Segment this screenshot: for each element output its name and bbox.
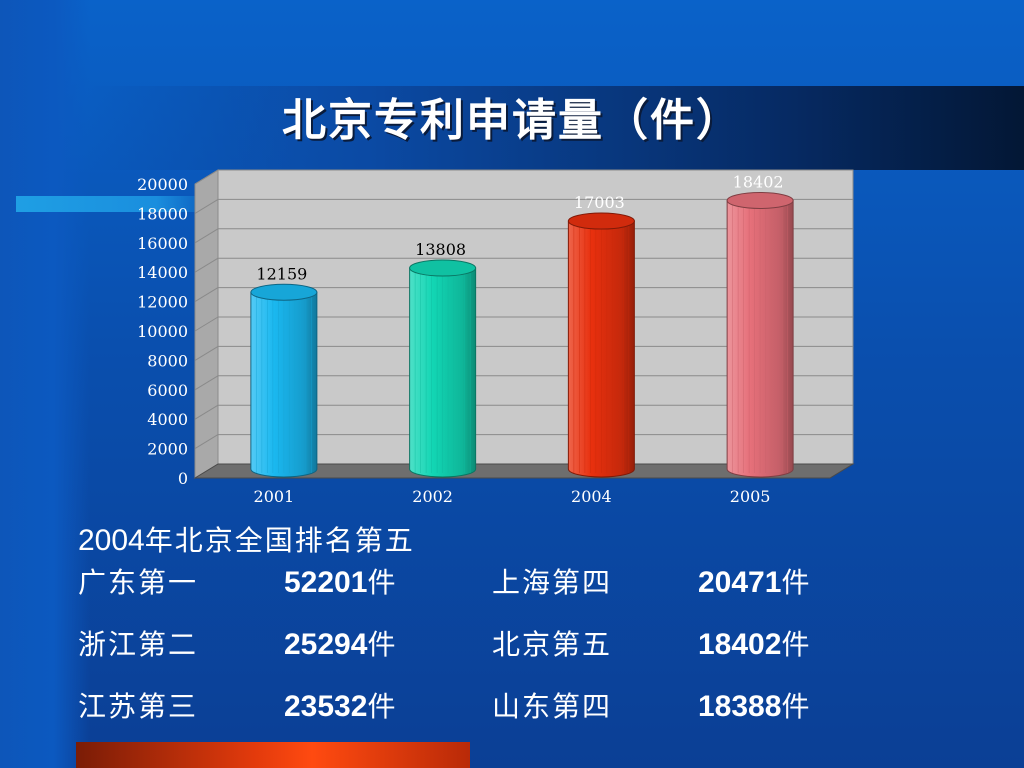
gridline-side	[194, 434, 219, 450]
rank-row-2-right-name: 北京第五	[492, 628, 613, 661]
ranking-heading-text: 年北京全国排名第五	[144, 524, 415, 557]
data-label: 13808	[415, 240, 466, 259]
gridline-side	[194, 198, 219, 214]
rank-row-1-right-name: 上海第四	[492, 566, 613, 599]
rank-row-1-left-name: 广东第一	[78, 566, 199, 599]
y-tick-label: 10000	[137, 322, 188, 341]
data-label: 18402	[733, 172, 784, 191]
rank-row-2-left-name: 浙江第二	[78, 628, 199, 661]
rank-row-3-left-value: 23532件	[284, 690, 396, 723]
y-tick-label: 18000	[137, 204, 188, 223]
x-tick-label: 2004	[571, 487, 612, 506]
y-tick-label: 6000	[147, 381, 188, 400]
rank-row-3-right-name: 山东第四	[492, 690, 613, 723]
bar-top-2001	[250, 283, 318, 301]
y-tick-label: 8000	[147, 351, 188, 370]
gridline-side	[194, 228, 219, 244]
gridline-side	[194, 316, 219, 332]
background-title-band	[86, 86, 1024, 170]
bar-top-2004	[567, 212, 635, 230]
ranking-heading: 2004年北京全国排名第五	[78, 524, 415, 558]
slide-title: 北京专利申请量（件）	[282, 95, 742, 146]
rank-row-1-left-value: 52201件	[284, 566, 396, 599]
x-tick-label: 2002	[412, 487, 453, 506]
gridline-side	[194, 169, 219, 185]
y-tick-label: 0	[178, 469, 188, 488]
y-tick-label: 16000	[137, 234, 188, 253]
y-tick-label: 14000	[137, 263, 188, 282]
y-tick-label: 20000	[137, 175, 188, 194]
background-bottom-bar	[76, 742, 470, 768]
data-label: 17003	[574, 193, 625, 212]
gridline-side	[194, 287, 219, 303]
gridline-side	[194, 257, 219, 273]
gridline-side	[194, 375, 219, 391]
rank-row-1-right-value: 20471件	[698, 566, 810, 599]
background-left-panel	[0, 0, 90, 768]
y-tick-label: 2000	[147, 440, 188, 459]
rank-row-2-left-value: 25294件	[284, 628, 396, 661]
x-tick-label: 2005	[730, 487, 771, 506]
rank-row-3-right-value: 18388件	[698, 690, 810, 723]
bar-top-2002	[409, 259, 477, 277]
y-tick-label: 4000	[147, 410, 188, 429]
rank-row-2-right-value: 18402件	[698, 628, 810, 661]
x-tick-label: 2001	[254, 487, 295, 506]
rank-row-3-left-name: 江苏第三	[78, 690, 199, 723]
gridline-side	[194, 345, 219, 361]
y-tick-label: 12000	[137, 293, 188, 312]
chart-floor	[193, 463, 855, 479]
ranking-heading-year: 2004	[78, 524, 145, 557]
gridline-side	[194, 404, 219, 420]
data-label: 12159	[256, 264, 307, 283]
background-accent-stripe	[16, 196, 216, 212]
bar-top-2005	[726, 191, 794, 209]
